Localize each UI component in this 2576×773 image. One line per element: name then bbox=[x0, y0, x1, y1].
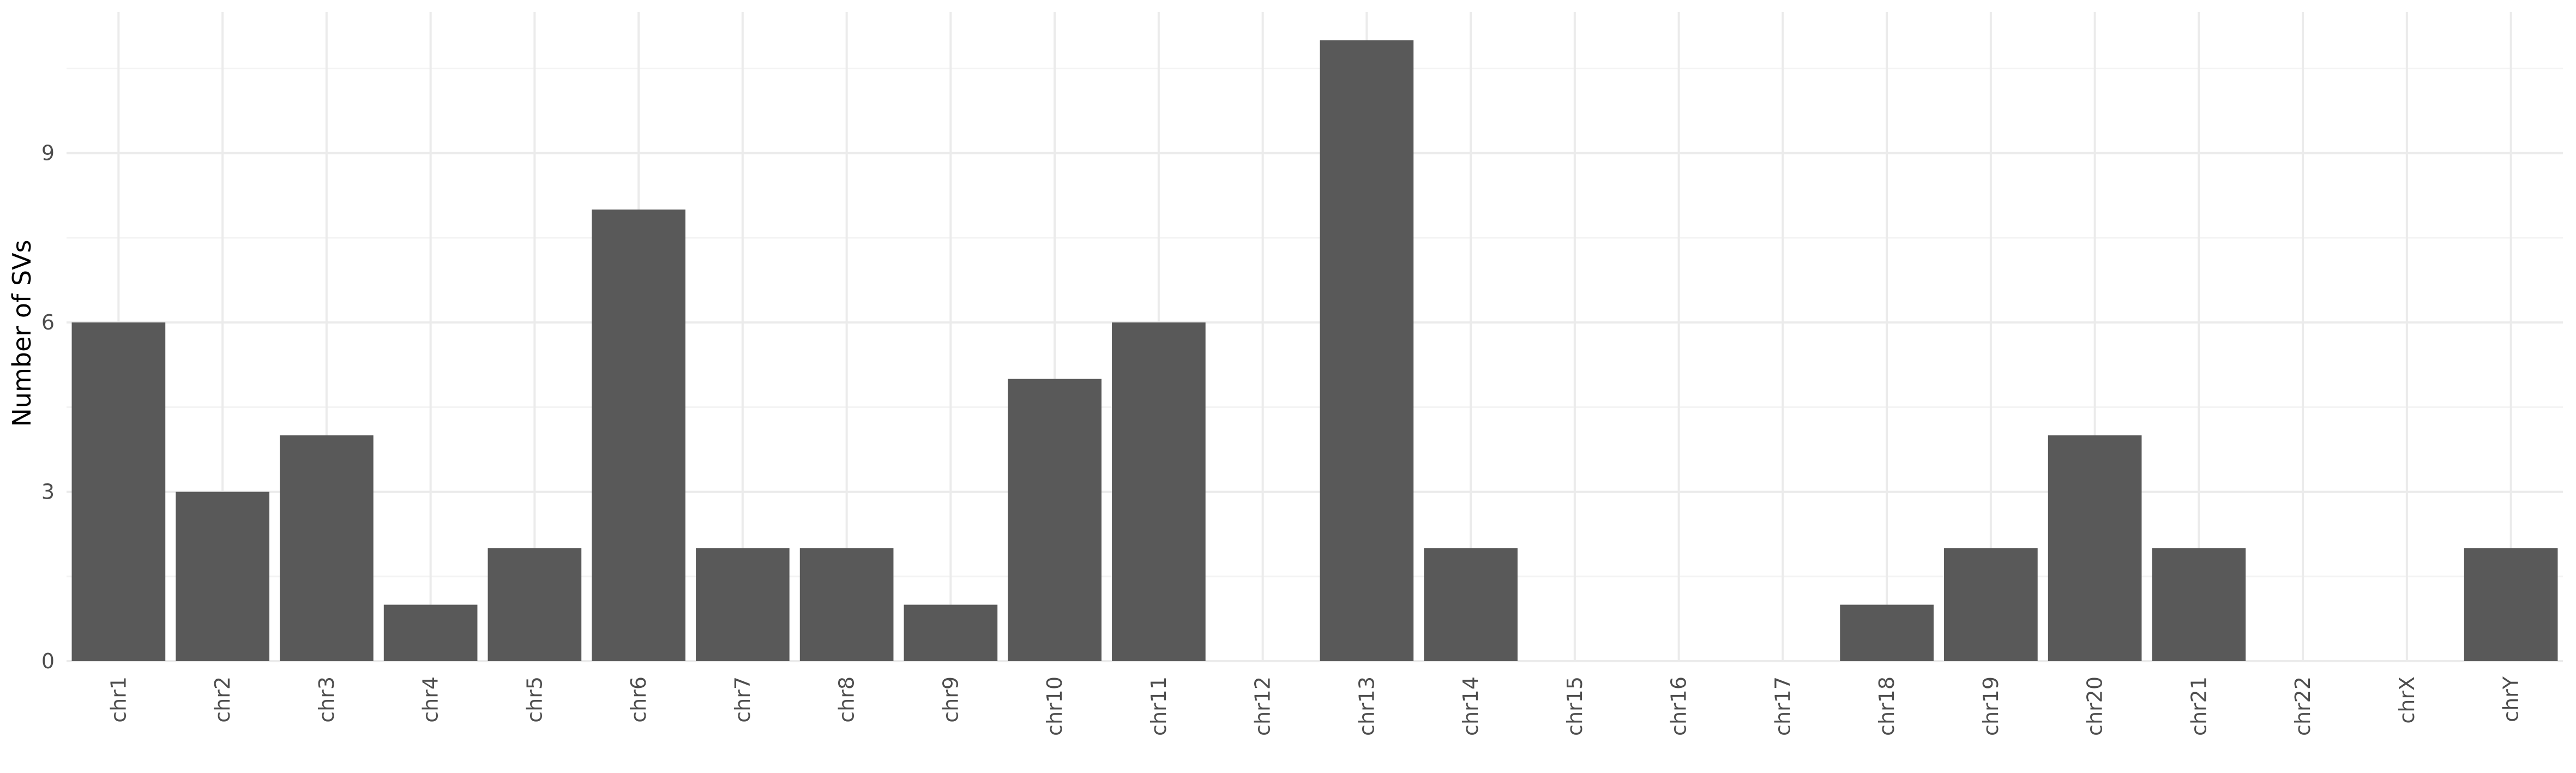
bar-chr4 bbox=[383, 604, 478, 661]
bar-chr9 bbox=[904, 604, 998, 661]
bar-chr10 bbox=[1008, 379, 1102, 661]
bar-chr19 bbox=[1944, 548, 2038, 661]
x-tick-label: chr12 bbox=[1251, 676, 1275, 736]
x-tick-label: chr9 bbox=[938, 676, 962, 723]
x-tick-label: chrY bbox=[2499, 676, 2523, 722]
bar-chr18 bbox=[1840, 604, 1934, 661]
x-axis-ticks: chr1 chr2 chr3 chr4 chr5 chr6 chr7 chr8 chr9 chr1… bbox=[106, 676, 2523, 736]
x-tick-label: chr6 bbox=[627, 676, 651, 723]
y-tick-label: 0 bbox=[41, 649, 55, 673]
bar-chr13 bbox=[1320, 40, 1414, 661]
bar-chr11 bbox=[1112, 322, 1206, 661]
x-tick-label: chr4 bbox=[419, 676, 443, 723]
bars bbox=[71, 40, 2558, 661]
x-tick-label: chr7 bbox=[731, 676, 755, 723]
x-tick-label: chrX bbox=[2395, 676, 2419, 724]
y-tick-label: 9 bbox=[41, 141, 55, 165]
y-axis-title: Number of SVs bbox=[7, 239, 37, 427]
bar-chr21 bbox=[2152, 548, 2246, 661]
bar-chr14 bbox=[1424, 548, 1518, 661]
bar-chr1 bbox=[71, 322, 166, 661]
bar-chr2 bbox=[176, 492, 269, 661]
x-tick-label: chr21 bbox=[2187, 676, 2211, 736]
x-tick-label: chr5 bbox=[522, 676, 546, 723]
x-tick-label: chr2 bbox=[210, 676, 234, 723]
x-tick-label: chr10 bbox=[1043, 676, 1067, 736]
bar-chr6 bbox=[592, 209, 685, 661]
x-tick-label: chr8 bbox=[835, 676, 859, 723]
y-axis-ticks: 0 3 6 9 bbox=[41, 141, 55, 673]
bar-chrY bbox=[2464, 548, 2558, 661]
y-tick-label: 6 bbox=[41, 310, 55, 334]
x-tick-label: chr19 bbox=[1979, 676, 2003, 736]
x-tick-label: chr17 bbox=[1771, 676, 1795, 736]
x-tick-label: chr13 bbox=[1355, 676, 1379, 736]
x-tick-label: chr11 bbox=[1147, 676, 1171, 736]
bar-chr8 bbox=[799, 548, 894, 661]
bar-chr3 bbox=[280, 435, 374, 661]
x-tick-label: chr15 bbox=[1563, 676, 1587, 736]
bar-chr5 bbox=[487, 548, 582, 661]
x-tick-label: chr3 bbox=[315, 676, 339, 723]
x-tick-label: chr22 bbox=[2291, 676, 2315, 736]
x-tick-label: chr1 bbox=[106, 676, 130, 723]
minor-gridlines bbox=[67, 67, 2563, 578]
x-tick-label: chr20 bbox=[2083, 676, 2107, 736]
x-tick-label: chr18 bbox=[1875, 676, 1899, 736]
bar-chr7 bbox=[696, 548, 790, 661]
y-tick-label: 3 bbox=[41, 480, 55, 504]
x-tick-label: chr14 bbox=[1459, 676, 1483, 736]
bar-chr20 bbox=[2048, 435, 2142, 661]
x-tick-label: chr16 bbox=[1667, 676, 1691, 736]
